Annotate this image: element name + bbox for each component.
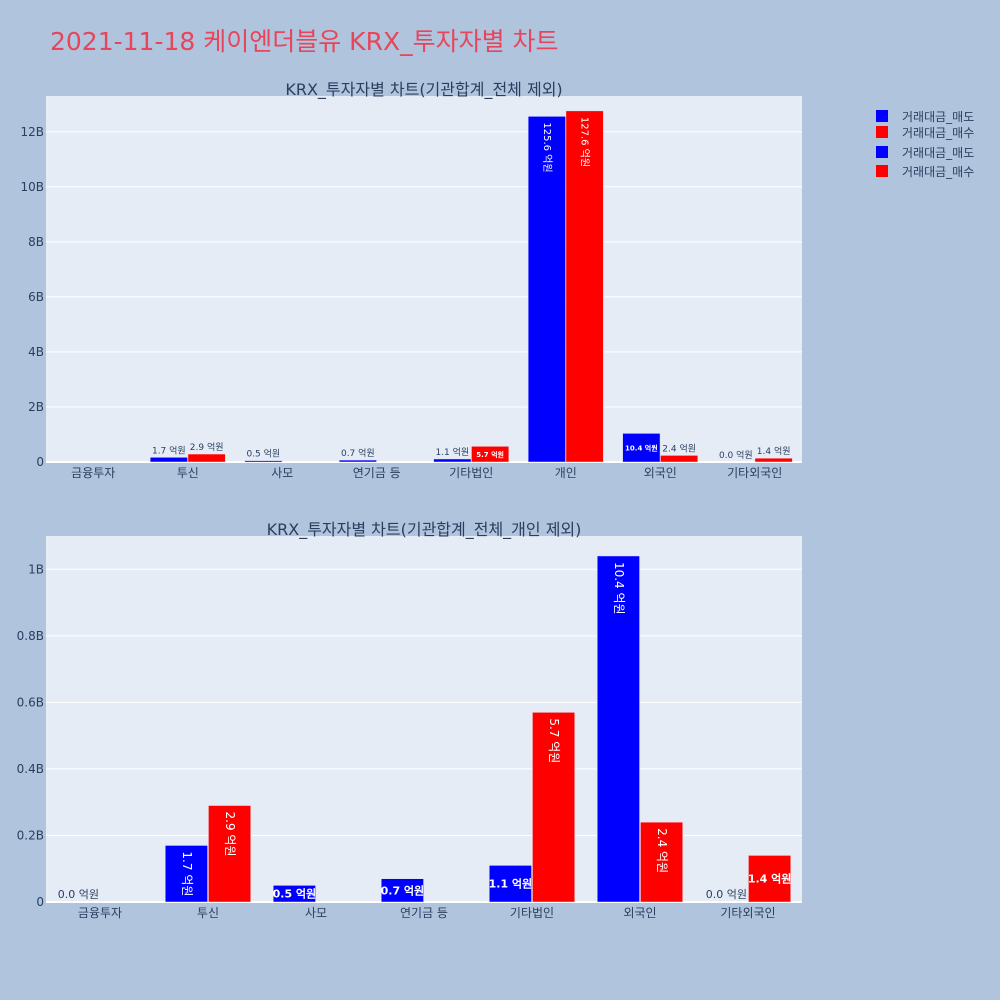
bar-buy bbox=[532, 712, 576, 903]
page-title: 2021-11-18 케이엔더블유 KRX_투자자별 차트 bbox=[50, 27, 559, 56]
legend-swatch-buy bbox=[876, 165, 888, 177]
y-tick-label: 12B bbox=[20, 125, 44, 139]
x-tick-label: 외국인 bbox=[644, 466, 677, 480]
x-tick-label: 외국인 bbox=[623, 906, 656, 920]
bar-buy bbox=[640, 821, 684, 903]
x-tick-label: 연기금 등 bbox=[353, 466, 401, 480]
y-tick-label: 0.6B bbox=[17, 695, 44, 709]
data-label: 5.7 억원 bbox=[476, 450, 504, 459]
bar-sell bbox=[488, 865, 532, 903]
legend-label: 거래대금_매도 bbox=[902, 109, 975, 124]
legend-item[interactable]: 거래대금_매수 bbox=[876, 122, 974, 142]
bar-buy bbox=[471, 446, 510, 463]
legend-item[interactable]: 거래대금_매도 bbox=[876, 106, 974, 126]
data-label: 0.0 억원 bbox=[719, 449, 753, 461]
legend-swatch-buy bbox=[876, 126, 888, 138]
data-label: 1.4 억원 bbox=[748, 872, 792, 886]
y-tick-label: 6B bbox=[28, 290, 44, 304]
data-label: 0.5 억원 bbox=[273, 887, 317, 901]
x-tick-label: 금융투자 bbox=[71, 466, 115, 480]
bar-sell bbox=[149, 457, 188, 463]
legend-item[interactable]: 거래대금_매수 bbox=[876, 161, 974, 181]
bar-sell bbox=[272, 885, 316, 903]
y-tick-label: 2B bbox=[28, 400, 44, 414]
bar-sell bbox=[527, 116, 566, 463]
x-tick-label: 금융투자 bbox=[78, 906, 122, 920]
bar-buy bbox=[748, 855, 792, 903]
legend-swatch-sell bbox=[876, 146, 888, 158]
legend-label: 거래대금_매도 bbox=[902, 145, 975, 160]
x-tick-label: 투신 bbox=[197, 906, 219, 920]
data-label: 125.6 억원 bbox=[541, 122, 553, 172]
y-tick-label: 4B bbox=[28, 345, 44, 359]
x-tick-label: 투신 bbox=[177, 466, 199, 480]
legend-label: 거래대금_매수 bbox=[902, 125, 975, 140]
bar-sell bbox=[244, 460, 283, 463]
bar-sell bbox=[596, 555, 640, 903]
data-label: 2.4 억원 bbox=[655, 828, 669, 873]
data-label: 0.0 억원 bbox=[706, 888, 747, 901]
legend-item[interactable]: 거래대금_매도 bbox=[876, 142, 974, 162]
plot-area bbox=[46, 536, 802, 902]
y-tick-label: 0.2B bbox=[17, 828, 44, 842]
data-label: 1.7 억원 bbox=[180, 851, 194, 896]
bar-sell bbox=[380, 878, 424, 903]
legend-label: 거래대금_매수 bbox=[902, 164, 975, 179]
data-label: 1.1 억원 bbox=[435, 446, 469, 458]
data-label: 2.4 억원 bbox=[662, 442, 696, 454]
bar-buy bbox=[754, 457, 793, 463]
data-label: 2.9 억원 bbox=[190, 441, 224, 453]
bar-sell bbox=[622, 433, 661, 463]
data-label: 0.0 억원 bbox=[58, 888, 99, 901]
chart-title: KRX_투자자별 차트(기관합계_전체 제외) bbox=[285, 80, 562, 100]
data-label: 10.4 억원 bbox=[625, 444, 658, 453]
y-tick-label: 0.4B bbox=[17, 762, 44, 776]
bar-sell bbox=[338, 459, 377, 463]
chart-2: 0 0.2B 0.4B 0.6B 0.8B 1B KRX_투자자별 차트(기관합계_전체_개… bbox=[17, 520, 802, 920]
y-tick-label: 0.8B bbox=[17, 629, 44, 643]
data-label: 0.7 억원 bbox=[381, 883, 425, 897]
bar-buy bbox=[565, 110, 604, 463]
x-tick-label: 기타법인 bbox=[449, 466, 493, 480]
bar-buy bbox=[187, 453, 226, 463]
data-label: 2.9 억원 bbox=[223, 812, 237, 857]
data-label: 127.6 억원 bbox=[579, 117, 591, 167]
bar-buy bbox=[660, 455, 699, 463]
x-tick-label: 기타외국인 bbox=[727, 466, 782, 480]
y-tick-label: 0 bbox=[36, 455, 44, 469]
bar-sell bbox=[433, 458, 472, 463]
legend-swatch-sell bbox=[876, 110, 888, 122]
chart-title: KRX_투자자별 차트(기관합계_전체_개인 제외) bbox=[267, 520, 582, 540]
data-label: 5.7 억원 bbox=[547, 718, 561, 763]
y-tick-label: 10B bbox=[20, 180, 44, 194]
y-tick-label: 1B bbox=[28, 562, 44, 576]
x-tick-label: 개인 bbox=[555, 466, 577, 480]
data-label: 0.7 억원 bbox=[341, 447, 375, 459]
x-tick-label: 사모 bbox=[305, 906, 327, 920]
bar-buy bbox=[208, 805, 252, 903]
x-tick-label: 연기금 등 bbox=[400, 906, 448, 920]
bar-sell bbox=[164, 845, 208, 903]
y-tick-label: 8B bbox=[28, 235, 44, 249]
y-tick-label: 0 bbox=[36, 895, 44, 909]
x-tick-label: 사모 bbox=[271, 466, 293, 480]
data-label: 10.4 억원 bbox=[612, 562, 626, 615]
x-tick-label: 기타법인 bbox=[510, 906, 554, 920]
data-label: 0.5 억원 bbox=[246, 448, 280, 460]
data-label: 1.1 억원 bbox=[489, 877, 533, 891]
plot-area bbox=[46, 96, 802, 462]
x-tick-label: 기타외국인 bbox=[720, 906, 775, 920]
data-label: 1.4 억원 bbox=[757, 445, 791, 457]
data-label: 1.7 억원 bbox=[152, 444, 186, 456]
chart-1: 0 2B 4B 6B 8B 10B 12B KRX_투자자별 차트(기관합계_전체 제외) 금융… bbox=[20, 80, 802, 480]
